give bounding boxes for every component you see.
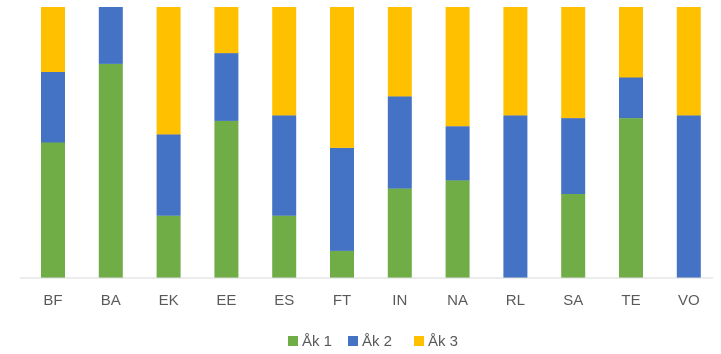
x-tick-label: FT xyxy=(333,292,351,309)
bar-es-series-3 xyxy=(272,7,297,116)
legend-label: Åk 2 xyxy=(362,333,392,350)
bar-ek-series-3 xyxy=(156,7,181,135)
x-tick-labels: BF BA EK EE ES FT IN NA RL SA TE VO xyxy=(43,292,699,309)
bar-ek-series-1 xyxy=(156,215,181,278)
bars-group xyxy=(41,7,701,279)
x-tick-label: EE xyxy=(216,292,236,309)
bar-ba-series-1 xyxy=(98,63,123,279)
legend-label: Åk 3 xyxy=(428,333,458,350)
bar-sa-series-3 xyxy=(561,7,586,119)
legend-swatch xyxy=(348,336,358,346)
x-tick-label: BA xyxy=(101,292,121,309)
bar-na-series-2 xyxy=(445,126,470,181)
bar-te-series-1 xyxy=(619,118,643,278)
bar-es-series-2 xyxy=(272,115,297,216)
x-tick-label: EK xyxy=(159,292,179,309)
bar-na-series-3 xyxy=(445,7,470,127)
legend-label: Åk 1 xyxy=(302,333,332,350)
bar-in-series-2 xyxy=(387,96,412,189)
bar-in-series-1 xyxy=(387,188,412,278)
bar-vo-series-2 xyxy=(676,115,701,279)
bar-in-series-3 xyxy=(387,7,412,97)
bar-vo-series-3 xyxy=(676,7,701,116)
bar-ee-series-3 xyxy=(214,7,239,54)
x-tick-label: ES xyxy=(274,292,294,309)
bar-ft-series-1 xyxy=(330,250,354,278)
legend-swatch xyxy=(414,336,424,346)
bar-ft-series-2 xyxy=(330,147,354,251)
bar-ee-series-1 xyxy=(214,120,239,278)
x-tick-label: RL xyxy=(506,292,525,309)
bar-es-series-1 xyxy=(272,215,297,278)
x-tick-label: SA xyxy=(563,292,583,309)
bar-ba-series-2 xyxy=(98,7,123,64)
bar-ft-series-3 xyxy=(330,7,354,148)
x-tick-label: BF xyxy=(43,292,62,309)
x-tick-label: TE xyxy=(621,292,640,309)
x-tick-label: VO xyxy=(678,292,700,309)
bar-ee-series-2 xyxy=(214,53,239,121)
x-tick-label: NA xyxy=(447,292,468,309)
bar-bf-series-3 xyxy=(41,7,65,72)
legend: Åk 1 Åk 2 Åk 3 xyxy=(288,333,458,350)
x-tick-label: IN xyxy=(392,292,407,309)
bar-te-series-3 xyxy=(619,7,643,78)
bar-rl-series-2 xyxy=(503,115,528,279)
bar-bf-series-2 xyxy=(41,72,65,143)
bar-sa-series-1 xyxy=(561,194,586,278)
bar-rl-series-3 xyxy=(503,7,528,116)
bar-bf-series-1 xyxy=(41,142,65,278)
bar-te-series-2 xyxy=(619,77,643,119)
bar-sa-series-2 xyxy=(561,118,586,194)
legend-swatch xyxy=(288,336,298,346)
bar-na-series-1 xyxy=(445,180,470,278)
bar-ek-series-2 xyxy=(156,134,181,216)
